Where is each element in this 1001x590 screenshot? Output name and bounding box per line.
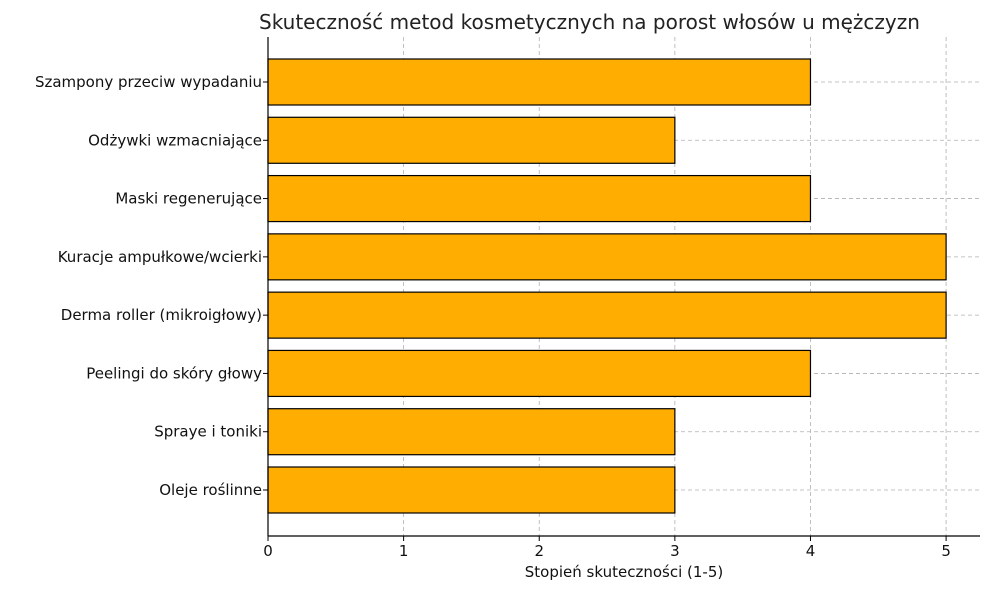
x-tick-label-1: 1	[399, 542, 409, 560]
bar-7	[267, 466, 676, 514]
x-tick-label-2: 2	[534, 542, 544, 560]
y-tick-label-3: Kuracje ampułkowe/wcierki	[58, 248, 262, 266]
bar-0	[267, 58, 812, 106]
x-axis-label: Stopień skuteczności (1-5)	[525, 563, 723, 581]
x-tick-label-3: 3	[670, 542, 680, 560]
bar-1	[267, 116, 676, 164]
y-tick-label-6: Spraye i toniki	[154, 423, 262, 441]
y-tick-label-2: Maski regenerujące	[115, 190, 262, 208]
bar-5	[267, 349, 812, 398]
x-tick-label-4: 4	[806, 542, 816, 560]
bar-3	[267, 233, 947, 281]
chart-title: Skuteczność metod kosmetycznych na poros…	[259, 10, 920, 34]
x-tick-label-5: 5	[941, 542, 951, 560]
bar-6	[267, 408, 676, 456]
x-tick-label-0: 0	[263, 542, 273, 560]
axes	[267, 37, 980, 537]
tick-labels: 0 1 2 3 4 5 Szampony przeciw wypadaniu Odżywki …	[35, 73, 951, 560]
bar-4	[267, 291, 947, 339]
y-tick-label-4: Derma roller (mikroigłowy)	[61, 306, 262, 324]
bar-2	[267, 174, 812, 223]
y-tick-label-1: Odżywki wzmacniające	[88, 131, 262, 149]
grid-lines	[267, 37, 980, 536]
y-tick-label-5: Peelingi do skóry głowy	[86, 364, 262, 382]
y-tick-label-7: Oleje roślinne	[159, 481, 262, 499]
bars	[267, 58, 947, 514]
y-tick-label-0: Szampony przeciw wypadaniu	[35, 73, 262, 91]
